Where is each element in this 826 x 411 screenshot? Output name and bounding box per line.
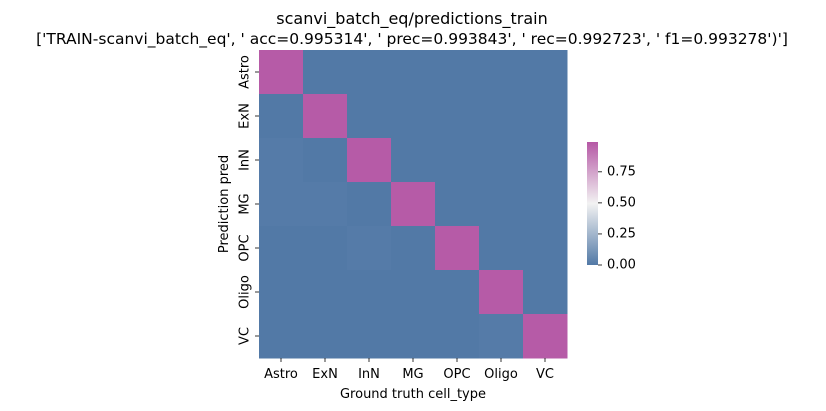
heatmap-cell — [523, 270, 568, 315]
heatmap-cell — [347, 314, 392, 359]
x-tick-label: InN — [358, 367, 380, 382]
heatmap-cell — [303, 138, 348, 183]
heatmap-cell — [347, 226, 392, 271]
heatmap-cell — [435, 314, 480, 359]
y-tick-label: VC — [238, 327, 253, 345]
heatmap-cell — [259, 182, 304, 227]
heatmap-cell — [523, 226, 568, 271]
heatmap-cell — [303, 226, 348, 271]
heatmap-cell — [435, 138, 480, 183]
chart-title: scanvi_batch_eq/predictions_train — [276, 9, 547, 29]
heatmap-cell — [391, 226, 436, 271]
heatmap-cell — [303, 314, 348, 359]
heatmap-cell — [259, 94, 304, 139]
heatmap-cell — [347, 94, 392, 139]
x-tick-label: Astro — [264, 367, 298, 382]
heatmap-cell — [435, 226, 480, 271]
y-tick-label: MG — [238, 193, 253, 214]
colorbar-tick-label: 0.50 — [607, 195, 636, 210]
heatmap-cell — [259, 314, 304, 359]
heatmap-cell — [435, 94, 480, 139]
heatmap-cell — [479, 50, 524, 95]
y-tick-label: Oligo — [238, 275, 253, 309]
y-tick-label: OPC — [238, 234, 253, 261]
colorbar-tick-label: 0.75 — [607, 164, 636, 179]
x-axis-ticks: Astro ExN InN MG OPC Oligo VC — [264, 358, 554, 382]
heatmap-cell — [523, 50, 568, 95]
heatmap-cell — [523, 314, 568, 359]
heatmap-cell — [479, 94, 524, 139]
heatmap-cell — [479, 138, 524, 183]
y-tick-label: InN — [238, 149, 253, 171]
heatmap-cell — [523, 138, 568, 183]
chart-subtitle: ['TRAIN-scanvi_batch_eq', ' acc=0.995314… — [36, 30, 788, 49]
heatmap-cell — [391, 50, 436, 95]
heatmap-cell — [435, 50, 480, 95]
heatmap-cell — [479, 226, 524, 271]
heatmap-cell — [303, 94, 348, 139]
heatmap-cell — [303, 182, 348, 227]
heatmap-cell — [347, 138, 392, 183]
colorbar-tick-label: 0.00 — [607, 258, 636, 273]
heatmap-cell — [303, 50, 348, 95]
heatmap-cell — [391, 314, 436, 359]
heatmap-cell — [479, 182, 524, 227]
heatmap-cell — [435, 182, 480, 227]
x-tick-label: VC — [536, 367, 554, 382]
heatmap-cell — [479, 270, 524, 315]
heatmap-cell — [523, 94, 568, 139]
heatmap-cell — [259, 50, 304, 95]
x-tick-label: Oligo — [484, 367, 518, 382]
heatmap-cell — [435, 270, 480, 315]
x-tick-label: OPC — [443, 367, 470, 382]
heatmap-cells — [259, 50, 568, 359]
y-tick-label: ExN — [238, 103, 253, 129]
heatmap-cell — [391, 94, 436, 139]
y-axis-ticks: Astro ExN InN MG OPC Oligo VC — [238, 55, 259, 345]
heatmap-cell — [259, 226, 304, 271]
y-axis-label: Prediction pred — [217, 155, 232, 253]
heatmap-cell — [391, 270, 436, 315]
heatmap-cell — [391, 138, 436, 183]
y-tick-label: Astro — [238, 55, 253, 89]
x-tick-label: ExN — [312, 367, 338, 382]
heatmap-cell — [347, 182, 392, 227]
colorbar-ticks: 0.00 0.25 0.50 0.75 — [598, 164, 636, 273]
colorbar — [587, 142, 598, 265]
heatmap-cell — [347, 270, 392, 315]
colorbar-tick-label: 0.25 — [607, 226, 636, 241]
heatmap-cell — [391, 182, 436, 227]
heatmap-cell — [347, 50, 392, 95]
heatmap-cell — [259, 270, 304, 315]
x-tick-label: MG — [402, 367, 423, 382]
heatmap-cell — [479, 314, 524, 359]
heatmap-cell — [523, 182, 568, 227]
x-axis-label: Ground truth cell_type — [340, 387, 486, 402]
heatmap-cell — [303, 270, 348, 315]
heatmap-cell — [259, 138, 304, 183]
